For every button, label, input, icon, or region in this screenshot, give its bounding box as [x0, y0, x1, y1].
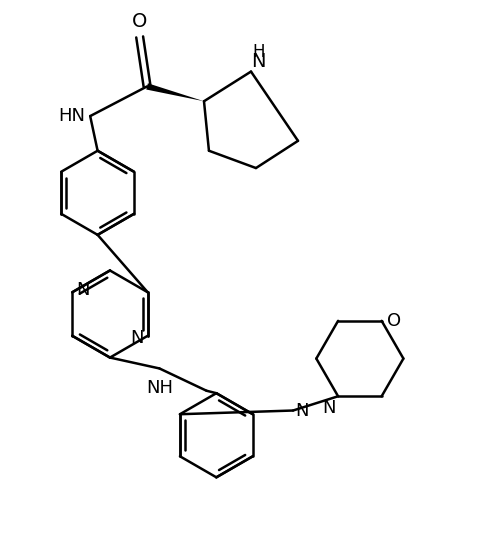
- Text: NH: NH: [146, 379, 173, 397]
- Text: H: H: [252, 42, 264, 61]
- Text: O: O: [386, 312, 400, 330]
- Text: N: N: [295, 402, 309, 419]
- Polygon shape: [146, 83, 203, 101]
- Text: N: N: [250, 52, 265, 70]
- Text: N: N: [130, 329, 143, 347]
- Text: N: N: [76, 281, 90, 299]
- Text: O: O: [132, 12, 147, 31]
- Text: N: N: [322, 399, 335, 417]
- Text: HN: HN: [58, 107, 85, 125]
